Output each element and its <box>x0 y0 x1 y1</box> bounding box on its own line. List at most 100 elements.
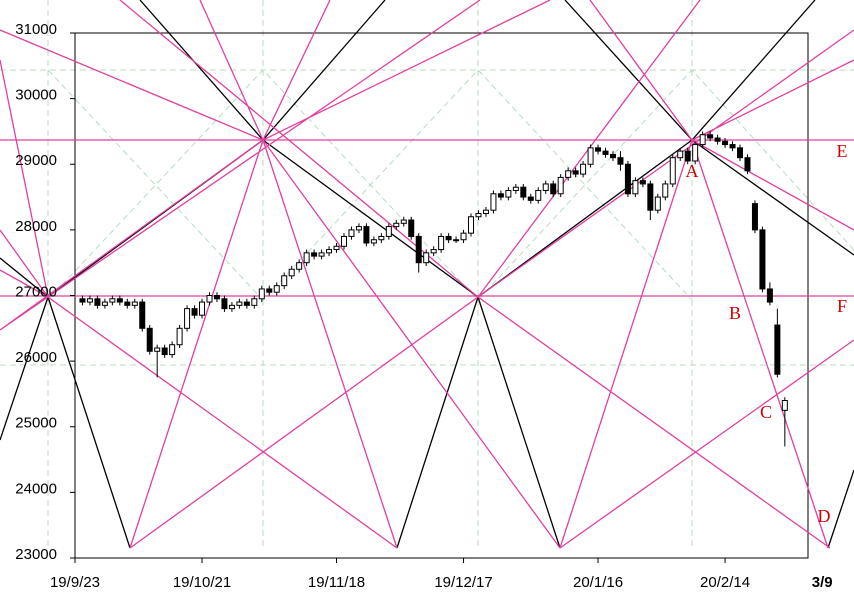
candle-body <box>423 252 430 264</box>
x-tick-label: 19/9/23 <box>50 574 100 591</box>
candle <box>400 216 407 227</box>
candle <box>146 325 153 355</box>
candle <box>281 272 288 289</box>
candle <box>79 295 86 306</box>
guide-grid <box>0 0 854 548</box>
candle <box>774 308 781 378</box>
candle <box>624 160 631 198</box>
y-tick-label: 30000 <box>15 87 57 104</box>
candle-body <box>654 196 661 211</box>
candle-body <box>617 157 624 165</box>
candle-body <box>669 157 676 185</box>
y-tick-label: 24000 <box>15 480 57 497</box>
candle-body <box>213 295 220 300</box>
x-tick-label: 19/10/21 <box>173 574 231 591</box>
candle <box>565 167 572 181</box>
candle <box>131 298 138 309</box>
candle-body <box>587 147 594 165</box>
candle-body <box>400 219 407 224</box>
y-tick-label: 29000 <box>15 152 57 169</box>
candle <box>617 151 624 171</box>
candle-body <box>258 288 265 300</box>
candle <box>221 295 228 312</box>
candle-body <box>595 147 602 152</box>
candle <box>228 302 235 312</box>
candle <box>766 282 773 306</box>
candle <box>423 249 430 266</box>
candle <box>677 147 684 161</box>
candle-body <box>722 140 729 146</box>
candle-body <box>86 298 93 303</box>
candle-body <box>550 183 557 195</box>
candle <box>340 233 347 250</box>
candle <box>744 154 751 175</box>
candle <box>580 160 587 178</box>
candle <box>572 167 579 178</box>
y-tick-label: 23000 <box>15 546 57 563</box>
candle <box>520 183 527 201</box>
y-tick-label: 27000 <box>15 283 57 300</box>
candle-body <box>497 193 504 198</box>
candle-body <box>139 301 146 329</box>
candle-body <box>393 222 400 228</box>
candle-body <box>677 150 684 159</box>
candle <box>213 292 220 303</box>
candle-body <box>639 180 646 185</box>
candle <box>109 295 116 306</box>
candle-body <box>542 183 549 191</box>
candle-body <box>632 180 639 195</box>
y-tick-label: 28000 <box>15 218 57 235</box>
candle-body <box>303 252 310 264</box>
x-tick-label: 20/1/16 <box>573 574 623 591</box>
annotation: C <box>760 402 772 422</box>
candle-body <box>191 308 198 316</box>
candle <box>729 141 736 152</box>
candle <box>161 344 168 358</box>
candle-body <box>744 157 751 172</box>
candle <box>296 259 303 273</box>
candle <box>527 193 534 204</box>
candle-body <box>288 268 295 277</box>
candle-body <box>273 285 280 293</box>
candle <box>632 177 639 198</box>
candle <box>751 200 758 234</box>
candle-body <box>116 298 123 303</box>
candle <box>370 236 377 247</box>
candle <box>139 298 146 332</box>
candle <box>557 174 564 198</box>
candle <box>654 193 661 214</box>
candle-body <box>199 301 206 316</box>
candle <box>595 144 602 155</box>
candle <box>116 295 123 306</box>
candle-body <box>557 176 564 195</box>
candle <box>453 236 460 243</box>
candle <box>669 154 676 188</box>
candle-body <box>662 183 669 198</box>
candle <box>273 282 280 296</box>
candle-body <box>348 229 355 237</box>
candle <box>609 151 616 161</box>
candle-body <box>445 235 452 241</box>
candle-body <box>318 252 325 257</box>
candle <box>468 213 475 237</box>
candle <box>535 187 542 204</box>
candle <box>707 131 714 142</box>
candle <box>333 243 340 253</box>
candle-body <box>94 298 101 306</box>
candle-body <box>609 153 616 159</box>
x-tick-label: 19/12/17 <box>434 574 492 591</box>
candle-body <box>759 229 766 290</box>
candle-body <box>154 347 161 352</box>
candle-body <box>169 344 176 356</box>
candle-body <box>236 301 243 306</box>
candle <box>169 341 176 358</box>
candle <box>692 141 699 165</box>
candle-body <box>146 327 153 352</box>
candle <box>737 144 744 161</box>
candle-body <box>311 252 318 257</box>
x-tick-label: 20/2/14 <box>700 574 750 591</box>
candle-body <box>572 170 579 175</box>
candle-body <box>408 219 415 237</box>
candle-body <box>737 147 744 159</box>
candle <box>124 298 131 309</box>
